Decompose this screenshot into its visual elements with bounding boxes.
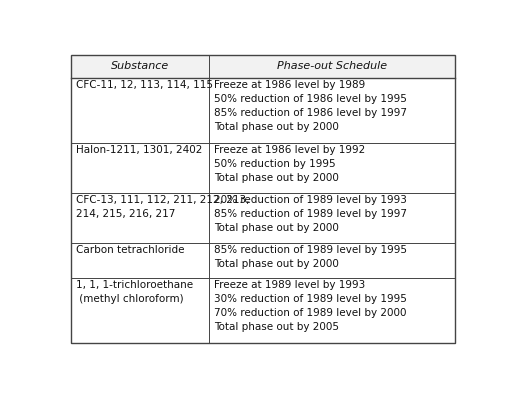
Text: Phase-out Schedule: Phase-out Schedule (277, 61, 387, 71)
Text: 50% reduction of 1986 level by 1995: 50% reduction of 1986 level by 1995 (214, 94, 407, 104)
Text: Halon-1211, 1301, 2402: Halon-1211, 1301, 2402 (76, 145, 203, 155)
Text: 30% reduction of 1989 level by 1995: 30% reduction of 1989 level by 1995 (214, 294, 407, 304)
Text: Total phase out by 2000: Total phase out by 2000 (214, 223, 339, 233)
Text: (methyl chloroform): (methyl chloroform) (76, 294, 184, 304)
Text: 50% reduction by 1995: 50% reduction by 1995 (214, 159, 336, 169)
Text: 85% reduction of 1986 level by 1997: 85% reduction of 1986 level by 1997 (214, 108, 407, 118)
Text: Total phase out by 2000: Total phase out by 2000 (214, 122, 339, 132)
Text: Freeze at 1986 level by 1989: Freeze at 1986 level by 1989 (214, 80, 365, 90)
Text: CFC-13, 111, 112, 211, 212, 213,: CFC-13, 111, 112, 211, 212, 213, (76, 195, 249, 205)
Text: 85% reduction of 1989 level by 1995: 85% reduction of 1989 level by 1995 (214, 245, 407, 255)
Text: 70% reduction of 1989 level by 2000: 70% reduction of 1989 level by 2000 (214, 308, 406, 318)
Text: Total phase out by 2000: Total phase out by 2000 (214, 259, 339, 269)
Text: Carbon tetrachloride: Carbon tetrachloride (76, 245, 185, 255)
Text: 214, 215, 216, 217: 214, 215, 216, 217 (76, 209, 175, 219)
Text: Substance: Substance (111, 61, 169, 71)
Text: Freeze at 1986 level by 1992: Freeze at 1986 level by 1992 (214, 145, 365, 155)
Text: Total phase out by 2000: Total phase out by 2000 (214, 173, 339, 183)
Polygon shape (71, 55, 455, 78)
Text: Freeze at 1989 level by 1993: Freeze at 1989 level by 1993 (214, 280, 365, 290)
Text: CFC-11, 12, 113, 114, 115: CFC-11, 12, 113, 114, 115 (76, 80, 213, 90)
Text: 85% reduction of 1989 level by 1997: 85% reduction of 1989 level by 1997 (214, 209, 407, 219)
Text: 20% reduction of 1989 level by 1993: 20% reduction of 1989 level by 1993 (214, 195, 407, 205)
Text: Total phase out by 2005: Total phase out by 2005 (214, 322, 339, 332)
Text: 1, 1, 1-trichloroethane: 1, 1, 1-trichloroethane (76, 280, 193, 290)
